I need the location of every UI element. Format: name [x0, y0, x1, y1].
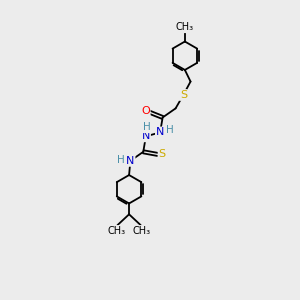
Text: H: H: [142, 122, 150, 132]
Text: CH₃: CH₃: [107, 226, 125, 236]
Text: O: O: [141, 106, 150, 116]
Text: H: H: [166, 125, 174, 135]
Text: S: S: [180, 90, 187, 100]
Text: CH₃: CH₃: [133, 226, 151, 236]
Text: N: N: [126, 156, 135, 166]
Text: N: N: [142, 131, 150, 141]
Text: H: H: [118, 154, 125, 165]
Text: N: N: [156, 128, 164, 137]
Text: S: S: [159, 149, 166, 159]
Text: CH₃: CH₃: [176, 22, 194, 32]
